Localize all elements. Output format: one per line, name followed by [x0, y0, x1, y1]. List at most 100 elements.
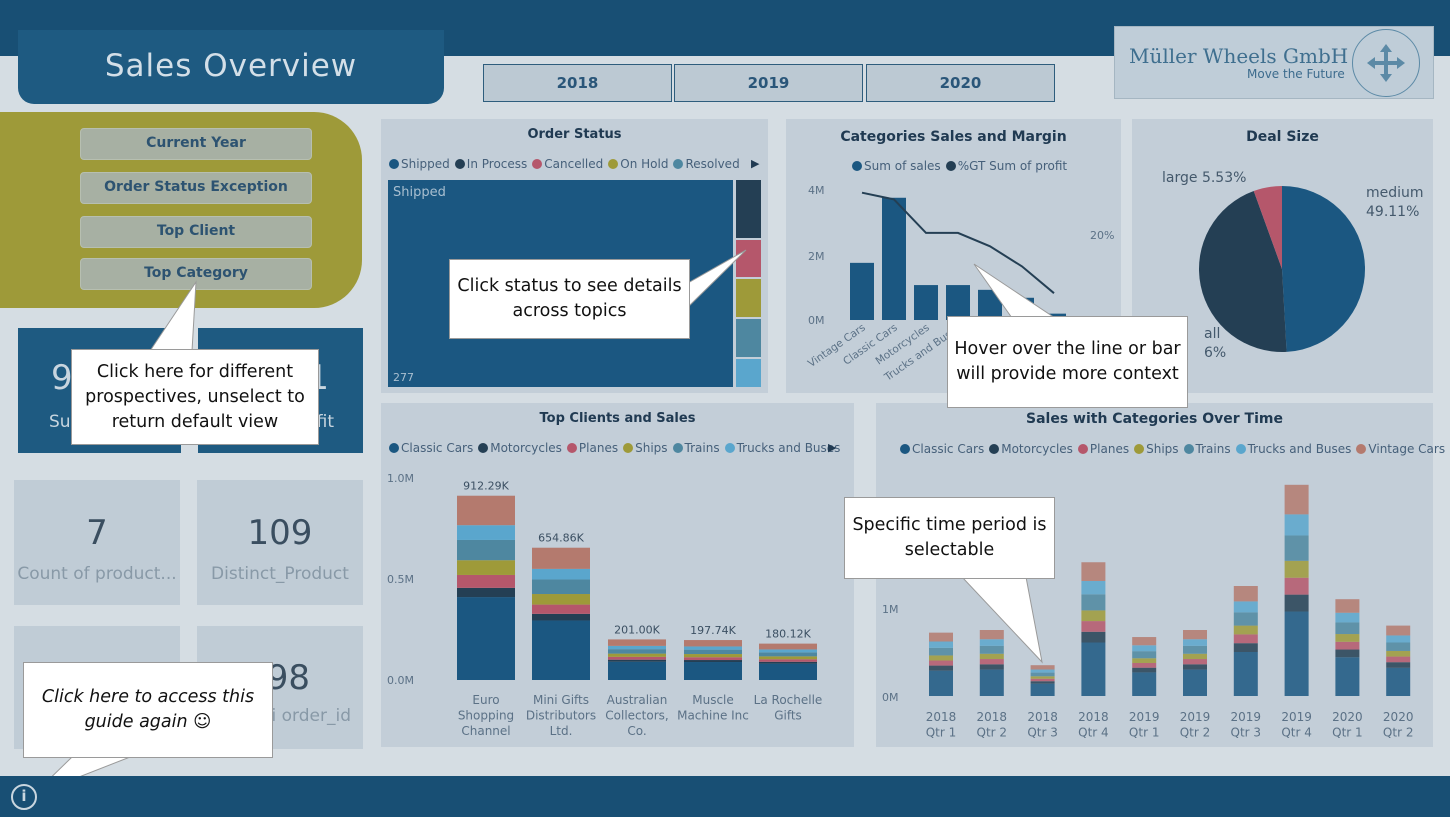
stack-segment[interactable] [759, 652, 817, 657]
stack-segment[interactable] [457, 525, 515, 540]
time-segment[interactable] [1081, 642, 1106, 696]
stack-segment[interactable] [684, 654, 742, 658]
stack-segment[interactable] [759, 663, 817, 680]
legend-item[interactable]: Motorcycles [989, 442, 1073, 456]
time-segment[interactable] [1386, 662, 1411, 668]
legend-item[interactable]: Classic Cars [900, 442, 984, 456]
treemap-resolved[interactable] [736, 319, 761, 357]
time-segment[interactable] [1284, 594, 1309, 612]
stack-segment[interactable] [684, 649, 742, 655]
time-segment[interactable] [979, 639, 1004, 646]
stack-segment[interactable] [684, 662, 742, 680]
time-segment[interactable] [1183, 639, 1207, 646]
year-filter-2019[interactable]: 2019 [674, 64, 863, 102]
time-segment[interactable] [1284, 484, 1309, 515]
stack-segment[interactable] [457, 574, 515, 588]
stack-segment[interactable] [532, 547, 590, 569]
legend-item[interactable]: Planes [566, 441, 618, 455]
time-segment[interactable] [1233, 612, 1258, 626]
time-segment[interactable] [929, 660, 953, 666]
legend-item[interactable]: Ships [623, 441, 668, 455]
time-segment[interactable] [929, 655, 953, 661]
time-segment[interactable] [929, 641, 953, 648]
time-segment[interactable] [1335, 649, 1360, 658]
stack-segment[interactable] [532, 594, 590, 605]
time-segment[interactable] [1183, 664, 1207, 670]
stack-segment[interactable] [608, 659, 666, 662]
legend-item[interactable]: Motorcycles [478, 441, 562, 455]
time-segment[interactable] [979, 664, 1004, 670]
time-segment[interactable] [1183, 630, 1207, 640]
time-segment[interactable] [1335, 657, 1360, 696]
time-segment[interactable] [1386, 635, 1411, 643]
stack-segment[interactable] [759, 649, 817, 653]
stack-segment[interactable] [759, 659, 817, 662]
sales-bar[interactable] [850, 262, 874, 320]
stack-segment[interactable] [457, 587, 515, 598]
legend-item[interactable]: Trains [1183, 442, 1231, 456]
time-segment[interactable] [1386, 650, 1411, 657]
time-segment[interactable] [1030, 672, 1055, 677]
time-segment[interactable] [1335, 612, 1360, 623]
time-segment[interactable] [1233, 652, 1258, 696]
time-segment[interactable] [1030, 665, 1055, 670]
stack-segment[interactable] [532, 579, 590, 595]
treemap-cancelled[interactable] [736, 240, 761, 277]
stack-segment[interactable] [608, 656, 666, 660]
stack-segment[interactable] [684, 640, 742, 647]
time-segment[interactable] [979, 653, 1004, 660]
time-segment[interactable] [1386, 642, 1411, 651]
time-segment[interactable] [979, 669, 1004, 696]
time-segment[interactable] [1030, 681, 1055, 684]
time-segment[interactable] [1183, 645, 1207, 654]
stack-segment[interactable] [457, 495, 515, 526]
stack-segment[interactable] [608, 649, 666, 654]
stack-segment[interactable] [684, 657, 742, 661]
top-client-button[interactable]: Top Client [80, 216, 312, 248]
time-segment[interactable] [1335, 622, 1360, 635]
time-segment[interactable] [1386, 656, 1411, 663]
time-segment[interactable] [1132, 658, 1157, 663]
treemap-on-hold[interactable] [736, 279, 761, 317]
legend-item[interactable]: Trains [672, 441, 720, 455]
stack-segment[interactable] [457, 560, 515, 575]
time-segment[interactable] [1233, 643, 1258, 652]
pie-slice-small[interactable] [1199, 190, 1287, 352]
stack-segment[interactable] [759, 643, 817, 650]
time-segment[interactable] [1386, 667, 1411, 696]
time-segment[interactable] [1335, 641, 1360, 650]
time-segment[interactable] [1132, 645, 1157, 652]
time-segment[interactable] [929, 665, 953, 671]
time-segment[interactable] [1284, 535, 1309, 561]
time-segment[interactable] [1284, 514, 1309, 536]
time-segment[interactable] [1284, 577, 1309, 595]
stack-segment[interactable] [608, 661, 666, 680]
legend-item[interactable]: Classic Cars [389, 441, 473, 455]
time-segment[interactable] [929, 647, 953, 656]
current-year-button[interactable]: Current Year [80, 128, 312, 160]
time-segment[interactable] [1233, 625, 1258, 635]
legend-item[interactable]: In Process [454, 157, 527, 171]
time-segment[interactable] [1284, 611, 1309, 696]
legend-next-icon[interactable]: ▶ [828, 441, 837, 454]
legend-item[interactable]: Shipped [389, 157, 450, 171]
pie-slice-large[interactable] [1253, 186, 1282, 269]
time-segment[interactable] [1233, 634, 1258, 644]
treemap-disputed[interactable] [736, 359, 761, 387]
time-segment[interactable] [1284, 560, 1309, 578]
pie-slice-medium[interactable] [1282, 186, 1365, 352]
stack-segment[interactable] [457, 539, 515, 561]
legend-next-icon[interactable]: ▶ [751, 157, 760, 170]
time-segment[interactable] [1233, 601, 1258, 613]
time-segment[interactable] [1030, 669, 1055, 673]
order-status-exception-button[interactable]: Order Status Exception [80, 172, 312, 204]
year-filter-2018[interactable]: 2018 [483, 64, 672, 102]
time-segment[interactable] [1081, 631, 1106, 643]
time-segment[interactable] [1030, 683, 1055, 696]
time-segment[interactable] [1030, 678, 1055, 682]
stack-segment[interactable] [532, 613, 590, 621]
time-segment[interactable] [1183, 653, 1207, 660]
top-category-button[interactable]: Top Category [80, 258, 312, 290]
stack-segment[interactable] [759, 656, 817, 660]
info-icon[interactable]: i [11, 784, 37, 810]
